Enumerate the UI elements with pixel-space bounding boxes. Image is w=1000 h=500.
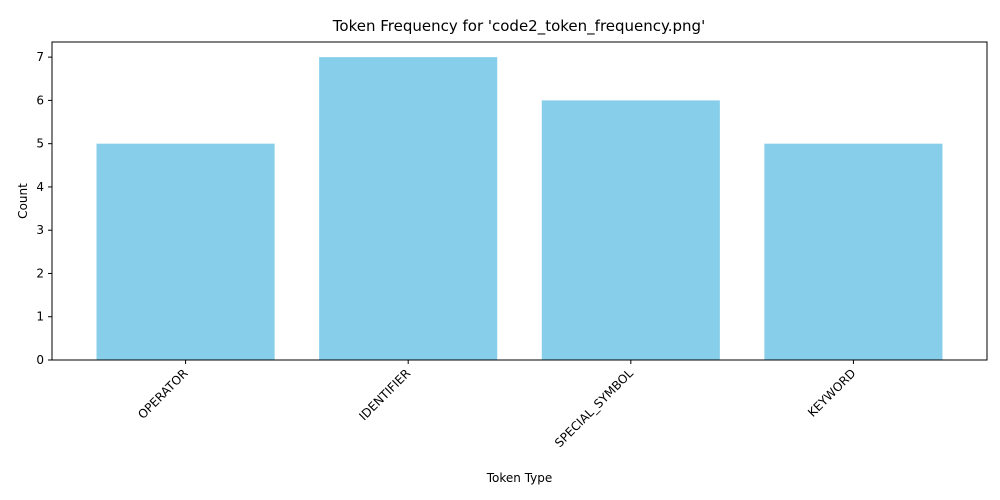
bar-identifier [319,57,498,361]
x-tick-label: SPECIAL_SYMBOL [552,366,636,450]
y-tick-label: 5 [36,137,44,151]
y-tick-label: 0 [36,353,44,367]
y-tick-label: 4 [36,180,44,194]
bar-operator [96,143,275,360]
plot-frame [51,41,988,361]
x-tick-label: IDENTIFIER [356,366,413,423]
bar-keyword [764,143,943,360]
y-tick-label: 3 [36,223,44,237]
y-tick-label: 1 [36,310,44,324]
y-axis-label: Count [16,183,30,219]
chart-title: Token Frequency for 'code2_token_frequen… [332,17,705,36]
y-axis-ticks: 0 1 2 3 4 5 6 7 [36,50,52,367]
y-tick-label: 2 [36,266,44,280]
x-axis-ticks: OPERATOR IDENTIFIER SPECIAL_SYMBOL KEYWORD [135,360,859,450]
x-axis-label: Token Type [486,471,553,485]
y-tick-label: 6 [36,93,44,107]
x-tick-label: KEYWORD [805,366,859,420]
y-tick-label: 7 [36,50,44,64]
bar-special-symbol [541,100,720,360]
bars-group [96,57,943,361]
x-tick-label: OPERATOR [135,366,191,422]
